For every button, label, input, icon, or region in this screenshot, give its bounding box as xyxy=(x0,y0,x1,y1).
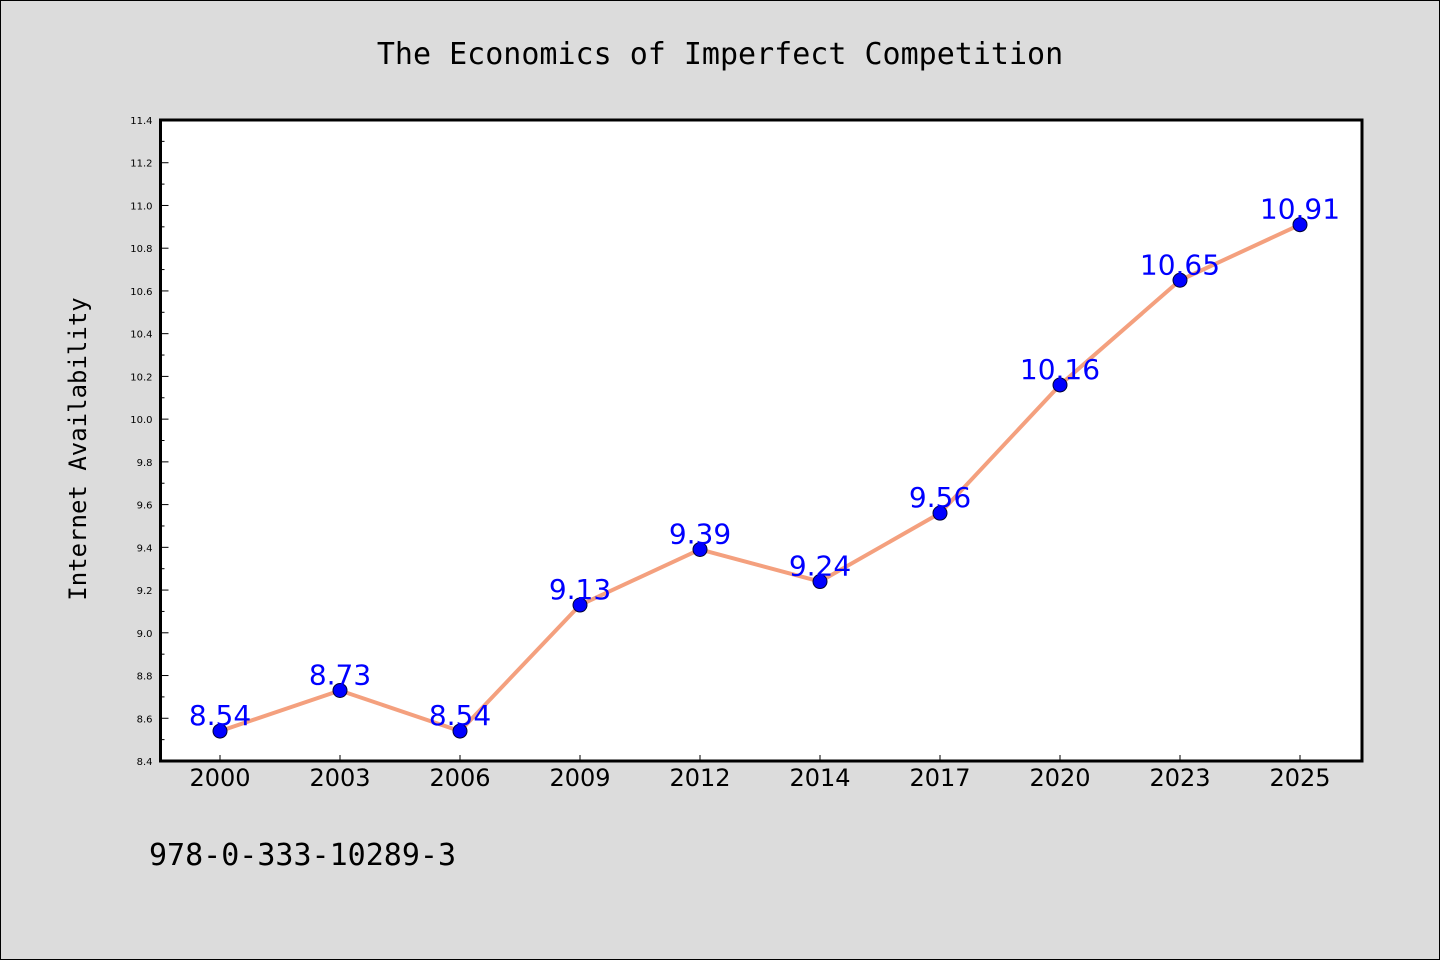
y-tick-label: 10.0 xyxy=(130,415,152,426)
data-point-marker xyxy=(212,723,228,739)
y-tick-label: 9.4 xyxy=(137,543,153,554)
x-tick-label: 2006 xyxy=(429,764,490,792)
y-tick-label: 10.2 xyxy=(130,372,152,383)
y-tick-label: 9.6 xyxy=(137,501,153,512)
plot-border xyxy=(159,118,1364,763)
data-label: 9.56 xyxy=(909,481,971,514)
footer-isbn: 978-0-333-10289-3 xyxy=(149,838,456,873)
x-tick-label: 2023 xyxy=(1149,764,1210,792)
y-tick-label: 10.8 xyxy=(130,244,152,255)
x-axis-ticks: 2000 2003 2006 2009 2012 2014 2017 2020 2023 2025 xyxy=(189,755,1331,792)
data-point-marker xyxy=(1292,217,1308,233)
x-tick-label: 2017 xyxy=(909,764,970,792)
x-tick-label: 2003 xyxy=(309,764,370,792)
y-tick-label: 8.8 xyxy=(137,672,153,683)
y-tick-label: 9.8 xyxy=(137,458,153,469)
y-tick-label: 11.4 xyxy=(130,116,152,127)
data-point-marker xyxy=(1172,272,1188,288)
chart-title: The Economics of Imperfect Competition xyxy=(377,37,1063,72)
x-tick-label: 2020 xyxy=(1029,764,1090,792)
y-axis-label: Internet Availability xyxy=(64,297,92,600)
plot-area xyxy=(160,120,1362,761)
data-label: 8.54 xyxy=(189,699,251,732)
y-tick-label: 9.0 xyxy=(137,629,153,640)
data-label: 8.73 xyxy=(309,658,371,691)
data-label: 10.91 xyxy=(1260,193,1340,226)
y-tick-label: 10.4 xyxy=(130,330,152,341)
data-label: 9.39 xyxy=(669,517,731,550)
x-tick-label: 2009 xyxy=(549,764,610,792)
y-tick-label: 10.6 xyxy=(130,287,152,298)
data-label: 8.54 xyxy=(429,699,491,732)
data-label: 9.24 xyxy=(789,550,851,583)
data-labels: 8.54 8.73 8.54 9.13 9.39 9.24 9.56 10.16 10.65 10… xyxy=(189,193,1340,732)
data-markers xyxy=(212,217,1308,739)
data-point-marker xyxy=(452,723,468,739)
y-tick-label: 8.6 xyxy=(137,714,153,725)
y-tick-label: 11.0 xyxy=(130,201,152,212)
y-tick-label: 8.4 xyxy=(137,757,153,768)
y-tick-label: 11.2 xyxy=(130,159,152,170)
data-point-marker xyxy=(572,597,588,613)
x-tick-label: 2000 xyxy=(189,764,250,792)
y-tick-label: 9.2 xyxy=(137,586,153,597)
series-line xyxy=(218,222,1302,734)
data-label: 10.16 xyxy=(1020,353,1100,386)
data-point-marker xyxy=(692,541,708,557)
x-tick-label: 2025 xyxy=(1269,764,1330,792)
data-point-marker xyxy=(812,574,828,590)
data-point-marker xyxy=(332,682,348,698)
data-point-marker xyxy=(932,505,948,521)
x-tick-label: 2014 xyxy=(789,764,850,792)
x-tick-label: 2012 xyxy=(669,764,730,792)
data-point-marker xyxy=(1052,377,1068,393)
data-label: 10.65 xyxy=(1140,248,1220,281)
data-label: 9.13 xyxy=(549,573,611,606)
